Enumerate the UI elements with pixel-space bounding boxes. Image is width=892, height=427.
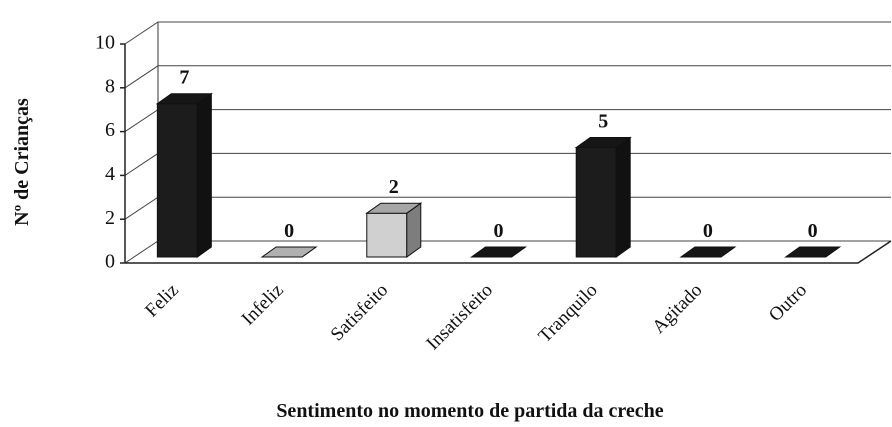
y-tick-label: 4 xyxy=(105,163,115,185)
data-label: 2 xyxy=(389,176,399,198)
bar-top xyxy=(365,202,423,214)
x-tick-label: Tranquilo xyxy=(534,280,601,347)
x-tick-label: Insatisfeito xyxy=(422,280,497,355)
y-tick-label: 2 xyxy=(105,207,115,229)
grid-line xyxy=(124,65,891,89)
data-label: 5 xyxy=(598,111,608,133)
bar xyxy=(365,202,423,258)
x-tick-label: Satisfeito xyxy=(327,280,393,346)
grid-line xyxy=(124,196,891,220)
bar-top xyxy=(260,246,318,258)
bar-top xyxy=(469,246,528,258)
bar xyxy=(155,92,213,258)
floor-edge xyxy=(125,240,892,264)
y-tick-label: 10 xyxy=(95,32,115,54)
data-label: 0 xyxy=(808,220,818,242)
y-axis-label: Nº de Crianças xyxy=(11,98,33,226)
grid-line xyxy=(124,21,891,45)
x-tick-label: Agitado xyxy=(648,280,706,338)
bar-side xyxy=(196,92,212,258)
y-tick-label: 6 xyxy=(105,119,115,141)
grid-line xyxy=(124,152,891,176)
data-label: 0 xyxy=(494,220,504,242)
data-label: 7 xyxy=(179,67,189,89)
grid-line xyxy=(124,109,891,133)
bar-front xyxy=(366,212,408,258)
bar-top xyxy=(155,93,213,105)
x-tick-label: Feliz xyxy=(141,280,183,322)
bar xyxy=(784,246,842,258)
data-label: 0 xyxy=(703,220,713,242)
bar-top xyxy=(784,246,842,258)
bar-top xyxy=(679,246,737,258)
bar xyxy=(679,246,737,258)
y-tick-label: 8 xyxy=(105,75,115,97)
y-tick-label: 0 xyxy=(105,251,115,273)
bar-front xyxy=(156,103,198,258)
bar-top xyxy=(574,137,632,148)
bar xyxy=(260,246,318,258)
bar-side xyxy=(615,136,631,258)
bar xyxy=(469,246,528,258)
x-tick-label: Infeliz xyxy=(238,280,288,330)
x-axis-label: Sentimento no momento de partida da crec… xyxy=(276,400,663,422)
bar-front xyxy=(575,147,617,258)
bar xyxy=(574,136,632,258)
data-label: 0 xyxy=(284,220,294,242)
x-tick-label: Outro xyxy=(765,280,811,326)
